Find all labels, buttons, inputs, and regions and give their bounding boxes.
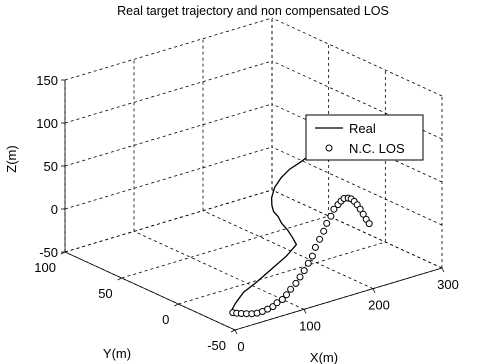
y-tick-mark xyxy=(117,277,122,281)
chart-title: Real target trajectory and non compensat… xyxy=(117,4,389,18)
z-tick-label: 150 xyxy=(36,73,58,88)
grid-line xyxy=(202,210,374,290)
y-tick-label: 50 xyxy=(98,286,112,301)
legend-label-los: N.C. LOS xyxy=(349,141,405,156)
data-point-los xyxy=(273,299,281,307)
y-tick-label: 100 xyxy=(34,260,56,275)
grid-line xyxy=(64,146,273,210)
z-tick-label: -50 xyxy=(39,245,58,260)
data-point-los xyxy=(283,291,290,299)
y-tick-label: 0 xyxy=(162,312,169,327)
legend-box xyxy=(305,114,424,161)
x-tick-mark xyxy=(303,309,307,314)
grid-line xyxy=(121,215,329,279)
data-point-los xyxy=(356,205,364,213)
y-axis-line xyxy=(64,251,236,331)
data-point-los xyxy=(308,252,316,260)
legend-label-real: Real xyxy=(349,121,376,136)
grid-line xyxy=(64,17,273,81)
data-series xyxy=(229,155,373,318)
data-point-los xyxy=(304,259,312,267)
grid-line xyxy=(271,189,443,269)
x-axis-line xyxy=(234,267,443,331)
grid-line xyxy=(271,146,443,226)
x-tick-mark xyxy=(234,329,238,335)
data-point-los xyxy=(316,235,324,243)
x-axis-label: X(m) xyxy=(310,350,338,364)
z-tick-label: 50 xyxy=(44,159,58,174)
data-point-los xyxy=(311,243,319,251)
x-tick-mark xyxy=(441,267,445,273)
data-point-los xyxy=(327,212,335,220)
x-tick-label: 300 xyxy=(437,277,459,292)
z-tick-label: 0 xyxy=(51,202,58,217)
data-point-los xyxy=(287,285,295,293)
y-tick-mark xyxy=(230,329,236,333)
legend-swatch-los xyxy=(325,144,333,152)
data-point-los xyxy=(359,210,367,218)
data-point-los xyxy=(320,227,328,235)
data-point-los xyxy=(296,273,304,281)
grid-line xyxy=(64,189,273,253)
y-axis-label: Y(m) xyxy=(103,346,131,361)
z-axis-label: Z(m) xyxy=(4,145,19,172)
data-point-los xyxy=(292,279,300,287)
x-tick-mark xyxy=(372,288,376,293)
grid-line xyxy=(64,60,273,124)
data-point-los xyxy=(330,205,338,213)
y-tick-label: -50 xyxy=(207,338,226,353)
x-tick-label: 100 xyxy=(299,318,321,333)
data-point-los xyxy=(300,267,308,275)
data-point-los xyxy=(323,219,331,227)
data-point-los xyxy=(365,220,373,228)
y-tick-mark xyxy=(174,303,179,307)
grid-line xyxy=(178,241,386,305)
legend: Real N.C. LOS xyxy=(305,114,424,161)
z-tick-label: 100 xyxy=(36,116,58,131)
grid-line xyxy=(271,17,443,97)
grid-line xyxy=(64,103,273,167)
grid-line xyxy=(133,230,305,310)
x-tick-label: 200 xyxy=(368,298,390,313)
grid-line xyxy=(271,103,443,183)
data-point-los xyxy=(278,296,286,303)
series-line-real xyxy=(231,155,310,312)
x-tick-label: 0 xyxy=(237,339,244,354)
